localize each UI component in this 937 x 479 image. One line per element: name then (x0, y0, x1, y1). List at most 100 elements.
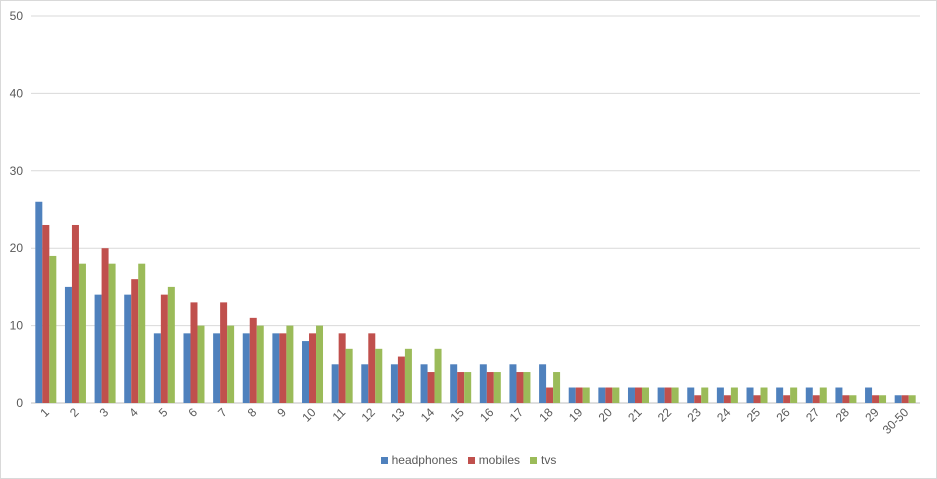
bar-headphones-26 (776, 387, 784, 403)
bar-tvs-10 (316, 325, 324, 403)
x-tick-label: 12 (359, 405, 379, 425)
y-tick-label: 30 (10, 164, 24, 178)
bar-tvs-27 (819, 387, 827, 403)
bar-mobiles-17 (516, 372, 524, 403)
x-tick-label: 5 (156, 405, 171, 420)
bar-tvs-22 (671, 387, 679, 403)
x-tick-label: 8 (245, 405, 260, 420)
bar-mobiles-8 (249, 317, 257, 403)
bar-tvs-30-50 (908, 395, 916, 403)
bar-headphones-22 (657, 387, 665, 403)
bar-tvs-7 (227, 325, 235, 403)
legend-swatch (530, 456, 538, 464)
bar-headphones-10 (302, 341, 310, 403)
bar-mobiles-25 (753, 395, 761, 403)
bar-headphones-29 (865, 387, 873, 403)
bar-headphones-20 (598, 387, 606, 403)
bar-headphones-1 (35, 201, 43, 403)
bar-headphones-27 (805, 387, 813, 403)
bar-tvs-19 (582, 387, 590, 403)
bar-mobiles-26 (783, 395, 791, 403)
bar-tvs-26 (790, 387, 798, 403)
bar-mobiles-22 (664, 387, 672, 403)
bar-mobiles-30-50 (901, 395, 909, 403)
legend-item-headphones: headphones (380, 453, 458, 467)
bar-mobiles-15 (457, 372, 465, 403)
x-tick-label: 2 (67, 405, 82, 420)
bar-mobiles-13 (397, 356, 405, 403)
x-tick-label: 27 (803, 405, 823, 425)
bar-headphones-6 (183, 333, 191, 403)
bar-tvs-28 (849, 395, 857, 403)
bar-mobiles-23 (694, 395, 702, 403)
bar-headphones-9 (272, 333, 280, 403)
x-tick-label: 22 (655, 405, 675, 425)
bar-headphones-13 (390, 364, 398, 403)
bar-tvs-4 (138, 263, 146, 403)
legend-item-tvs: tvs (530, 453, 556, 467)
x-tick-label: 26 (773, 405, 793, 425)
x-tick-label: 17 (507, 405, 527, 425)
bar-headphones-3 (94, 294, 102, 403)
x-tick-label: 10 (299, 405, 319, 425)
bar-headphones-19 (568, 387, 576, 403)
bar-tvs-5 (167, 286, 175, 403)
x-tick-label: 11 (330, 405, 349, 424)
bar-tvs-16 (493, 372, 501, 403)
bar-tvs-29 (879, 395, 887, 403)
bar-mobiles-6 (190, 302, 198, 403)
bar-headphones-16 (479, 364, 487, 403)
x-tick-label: 9 (274, 405, 289, 420)
bar-mobiles-27 (812, 395, 820, 403)
bar-tvs-12 (375, 348, 383, 403)
bar-tvs-13 (404, 348, 412, 403)
x-tick-label: 25 (744, 405, 764, 425)
y-tick-label: 20 (10, 241, 24, 255)
x-tick-label: 19 (566, 405, 586, 425)
x-tick-label: 30-50 (880, 405, 912, 437)
bar-tvs-2 (78, 263, 86, 403)
x-tick-label: 14 (418, 405, 438, 425)
bar-tvs-15 (464, 372, 472, 403)
x-tick-label: 23 (685, 405, 705, 425)
bar-mobiles-28 (842, 395, 850, 403)
bar-headphones-12 (361, 364, 369, 403)
legend-item-mobiles: mobiles (467, 453, 521, 467)
bar-tvs-9 (286, 325, 294, 403)
bar-headphones-8 (242, 333, 250, 403)
bar-mobiles-21 (634, 387, 642, 403)
legend-swatch (380, 456, 388, 464)
bar-headphones-11 (331, 364, 339, 403)
bar-mobiles-1 (42, 224, 50, 403)
bar-mobiles-29 (872, 395, 880, 403)
legend-label: mobiles (478, 453, 521, 467)
x-tick-label: 29 (862, 405, 882, 425)
y-tick-label: 10 (10, 319, 24, 333)
x-tick-label: 7 (215, 405, 230, 420)
bar-mobiles-20 (605, 387, 613, 403)
bar-mobiles-5 (160, 294, 168, 403)
bar-tvs-18 (553, 372, 561, 403)
chart-legend: headphones mobiles tvs (1, 453, 936, 467)
y-tick-label: 50 (10, 9, 24, 23)
bar-mobiles-10 (309, 333, 317, 403)
x-tick-label: 3 (97, 405, 112, 420)
bar-headphones-4 (124, 294, 132, 403)
bar-mobiles-9 (279, 333, 287, 403)
bar-headphones-5 (153, 333, 161, 403)
bar-mobiles-18 (546, 387, 554, 403)
x-tick-label: 6 (185, 405, 200, 420)
bar-mobiles-4 (131, 279, 139, 403)
bar-tvs-25 (760, 387, 768, 403)
bar-mobiles-7 (220, 302, 228, 403)
bar-headphones-30-50 (894, 395, 902, 403)
x-tick-label: 1 (37, 405, 52, 420)
bar-tvs-20 (612, 387, 620, 403)
y-tick-label: 0 (16, 396, 23, 410)
bar-headphones-23 (687, 387, 695, 403)
bar-tvs-21 (641, 387, 649, 403)
bar-tvs-1 (49, 255, 57, 403)
bar-tvs-8 (256, 325, 264, 403)
bar-headphones-28 (835, 387, 843, 403)
